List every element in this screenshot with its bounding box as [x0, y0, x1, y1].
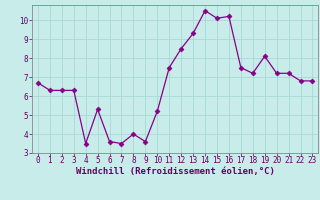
- X-axis label: Windchill (Refroidissement éolien,°C): Windchill (Refroidissement éolien,°C): [76, 167, 275, 176]
